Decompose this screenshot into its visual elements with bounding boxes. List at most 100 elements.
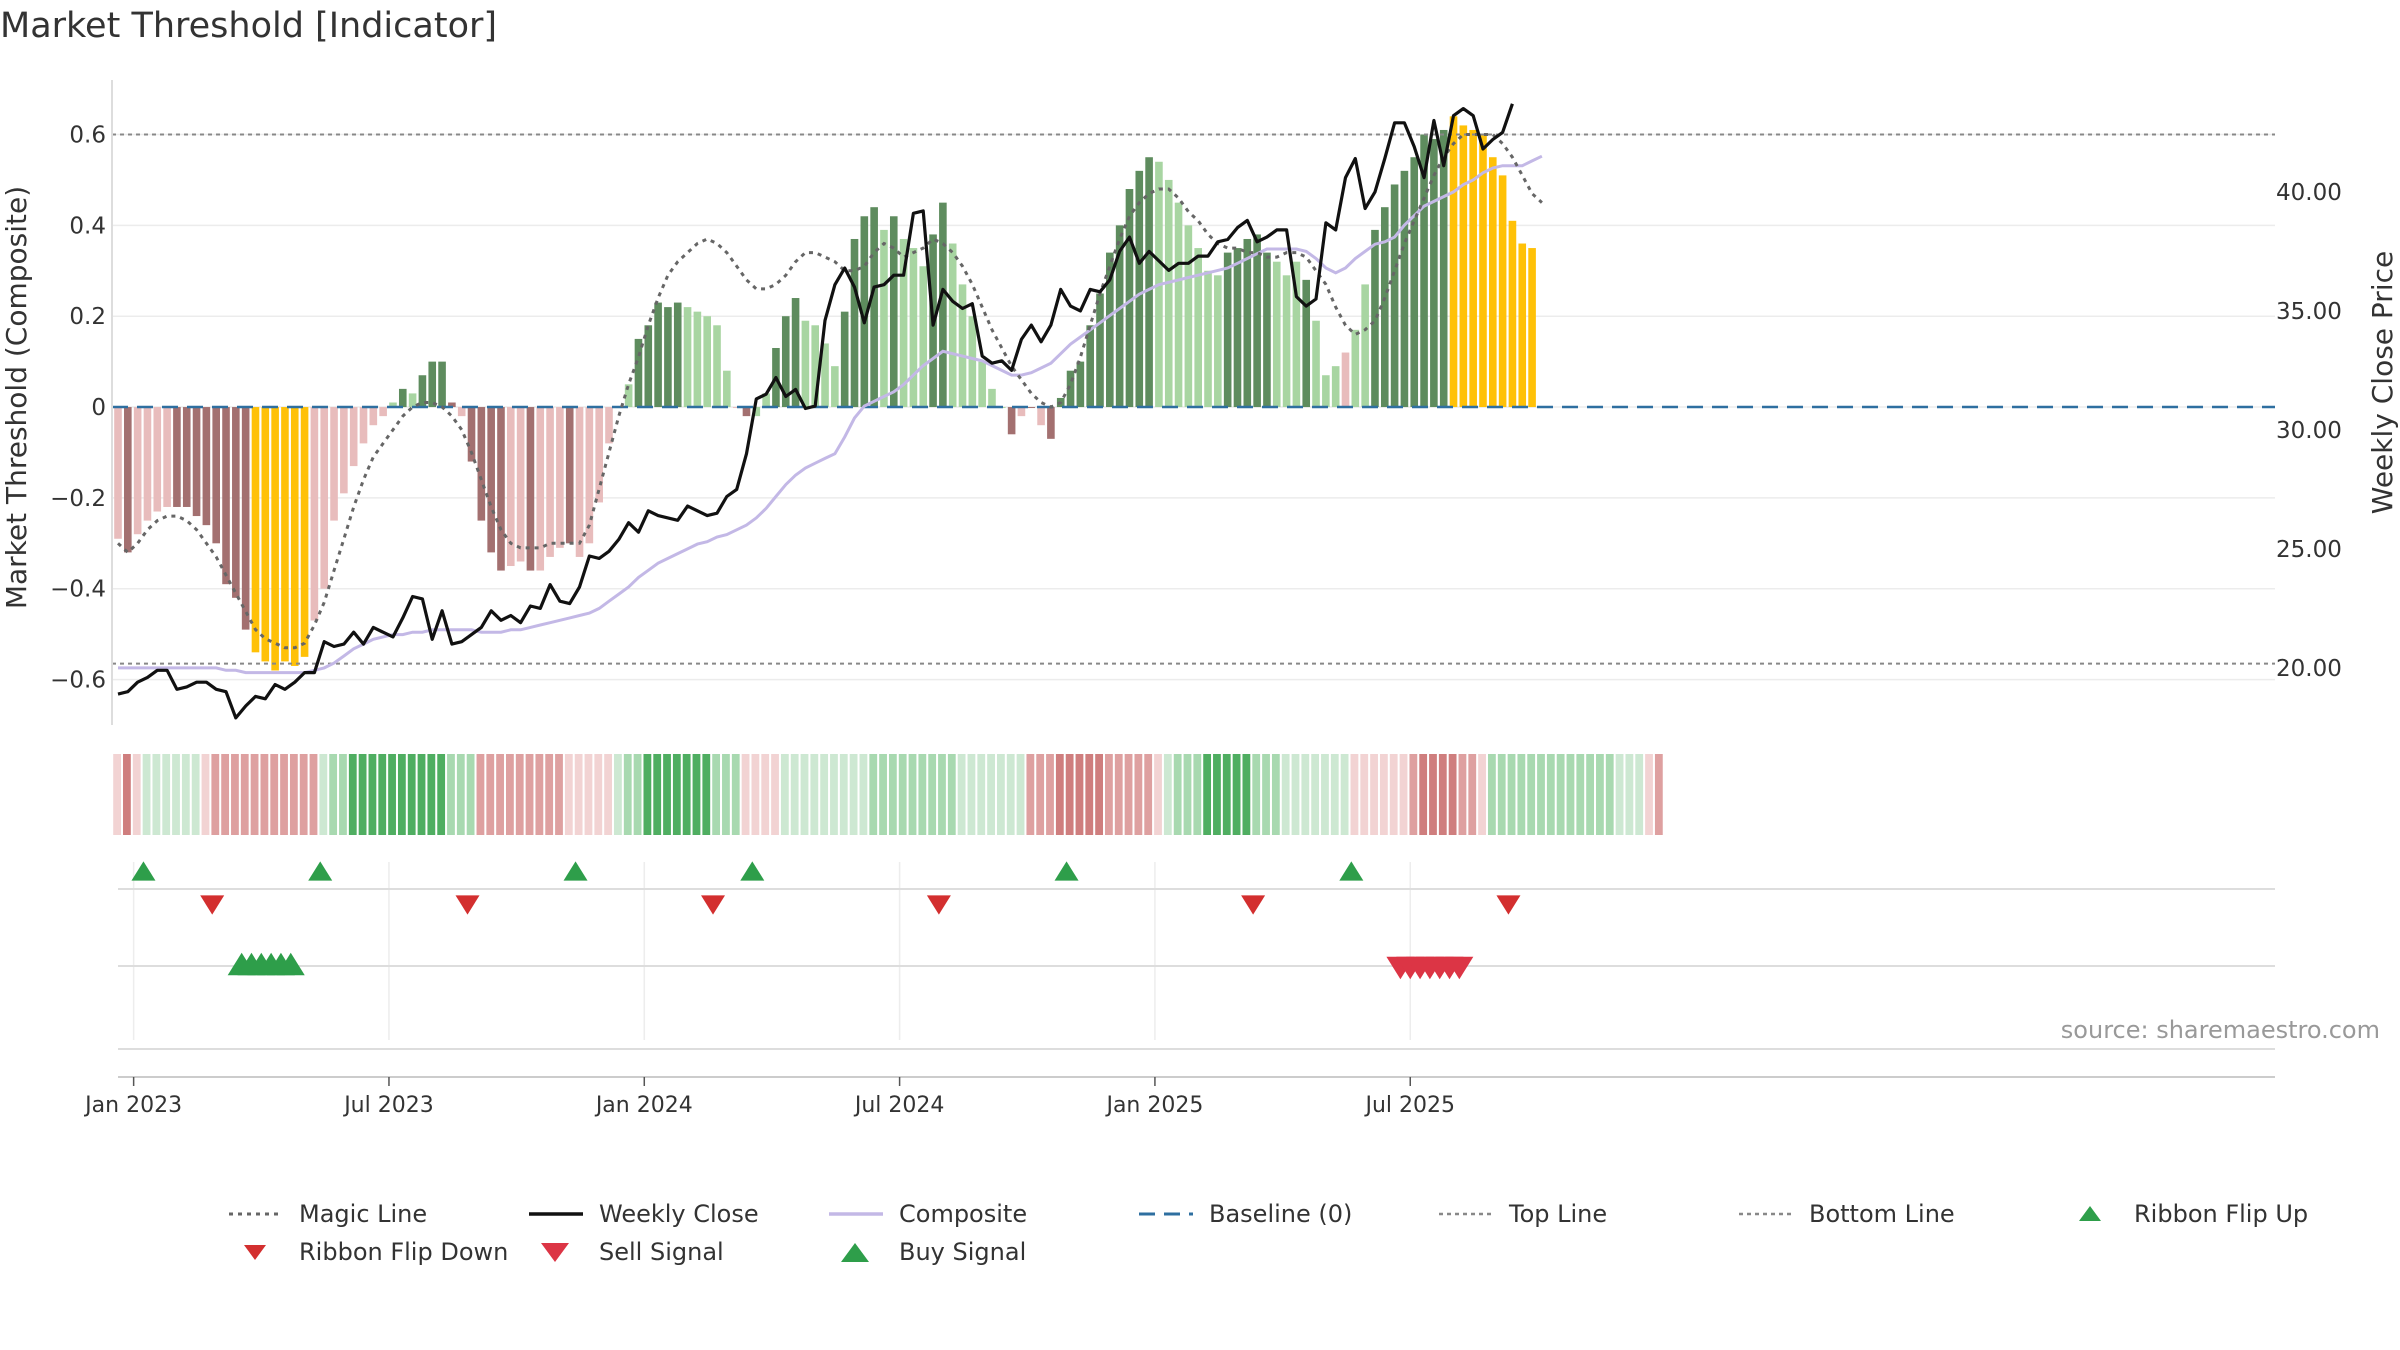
composite-bar [919, 266, 928, 408]
composite-bar [948, 243, 957, 408]
ribbon-cell [152, 754, 161, 835]
ribbon-cell [1566, 754, 1575, 835]
composite-bar [1253, 234, 1261, 408]
y-right-tick-label: 25.00 [2276, 537, 2342, 563]
chart-title: Market Threshold [Indicator] [0, 6, 498, 46]
composite-bar [1459, 125, 1468, 408]
y-left-tick-label: −0.6 [50, 668, 106, 694]
ribbon-cell [260, 754, 269, 835]
ribbon-cell [1556, 754, 1565, 835]
ribbon-cell [780, 754, 789, 835]
composite-bar [791, 298, 800, 408]
composite-bar [811, 325, 820, 408]
composite-bar [1263, 252, 1271, 408]
composite-bar [1420, 134, 1428, 408]
ribbon-cell [977, 754, 986, 835]
ribbon-cell [1105, 754, 1113, 835]
ribbon-cell [231, 754, 239, 835]
ribbon-cell [525, 754, 534, 835]
composite-bar [821, 343, 829, 408]
ribbon-cell [397, 754, 406, 835]
ribbon-cell [1497, 754, 1506, 835]
composite-bar [1017, 407, 1026, 417]
ribbon-cell [1193, 754, 1202, 835]
ribbon-cell [879, 754, 887, 835]
composite-bar [398, 388, 407, 408]
composite-bar [369, 407, 378, 426]
composite-bar [1341, 352, 1350, 408]
legend-swatch-flipdown [225, 1239, 285, 1265]
ribbon-cell [898, 754, 907, 835]
ribbon-cell [1321, 754, 1329, 835]
legend-label: Baseline (0) [1209, 1200, 1353, 1228]
composite-bar [1233, 248, 1242, 408]
ribbon-cell [329, 754, 338, 835]
legend-swatch-flipup [2060, 1201, 2120, 1227]
ribbon-cell [741, 754, 750, 835]
ribbon-cell [751, 754, 760, 835]
composite-bar [831, 366, 839, 408]
ribbon-cell [280, 754, 288, 835]
composite-bar [1086, 325, 1094, 408]
composite-bar [1361, 284, 1369, 408]
legend-swatch-top [1435, 1201, 1495, 1227]
ribbon-cell [859, 754, 868, 835]
ribbon-cell [702, 754, 711, 835]
legend-swatch-close [525, 1201, 585, 1227]
ribbon-cell [368, 754, 377, 835]
y-right-tick-label: 40.00 [2276, 180, 2342, 206]
ribbon-cell [1330, 754, 1339, 835]
ribbon-flip-down-marker [926, 895, 951, 915]
magic-line [116, 133, 1543, 650]
axes: 0.6 0.4 0.2 0 −0.2 −0.4 −0.6 40.00 35.00 30.00 25.… [0, 80, 2399, 1118]
composite-bar [1066, 370, 1075, 408]
ribbon-cell [623, 754, 632, 835]
ribbon-cell [584, 754, 593, 835]
composite-bar [664, 307, 672, 408]
legend-item-buy: Buy Signal [825, 1238, 1026, 1266]
ribbon-cell [820, 754, 829, 835]
composite-bar [1518, 243, 1527, 408]
legend-item-flipdown: Ribbon Flip Down [225, 1238, 508, 1266]
ribbon-cell [388, 754, 396, 835]
composite-bar [497, 407, 505, 571]
ribbon-cell [1654, 754, 1663, 835]
composite-bar [605, 407, 613, 444]
ribbon-cell [810, 754, 819, 835]
composite-bar [546, 407, 554, 557]
ribbon-cell [1252, 754, 1261, 835]
composite-bar [1076, 361, 1085, 408]
composite-bar [330, 407, 338, 521]
ribbon-cell [1232, 754, 1241, 835]
composite-bar [526, 407, 535, 571]
composite-bar [742, 407, 751, 417]
ribbon-cell [672, 754, 681, 835]
composite-bar [585, 407, 594, 544]
composite-bar [1400, 170, 1409, 408]
x-tick-label: Jul 2025 [1363, 1093, 1455, 1118]
ribbon-cell [162, 754, 171, 835]
composite-line [118, 154, 1543, 675]
ribbon-flip-up-marker [740, 861, 765, 881]
composite-bar [1096, 293, 1104, 408]
legend-item-bottom: Bottom Line [1735, 1200, 1955, 1228]
composite-bar [251, 407, 260, 653]
ribbon-cell [299, 754, 308, 835]
ribbon-cell [1527, 754, 1536, 835]
legend-item-composite: Composite [825, 1200, 1027, 1228]
legend-swatch-magic [225, 1201, 285, 1227]
ribbon-cell [643, 754, 652, 835]
ribbon-cell [358, 754, 367, 835]
ribbon-cell [1055, 754, 1064, 835]
ribbon-cell [663, 754, 671, 835]
ribbon-cell [653, 754, 662, 835]
composite-bar [408, 393, 417, 408]
composite-bar [1390, 184, 1399, 408]
composite-bar [477, 407, 486, 521]
composite-bar [1125, 189, 1134, 408]
composite-bar [1302, 279, 1311, 408]
composite-bar [1508, 220, 1517, 408]
composite-bar [880, 229, 888, 408]
composite-bar [1184, 225, 1193, 408]
legend-item-baseline: Baseline (0) [1135, 1200, 1352, 1228]
